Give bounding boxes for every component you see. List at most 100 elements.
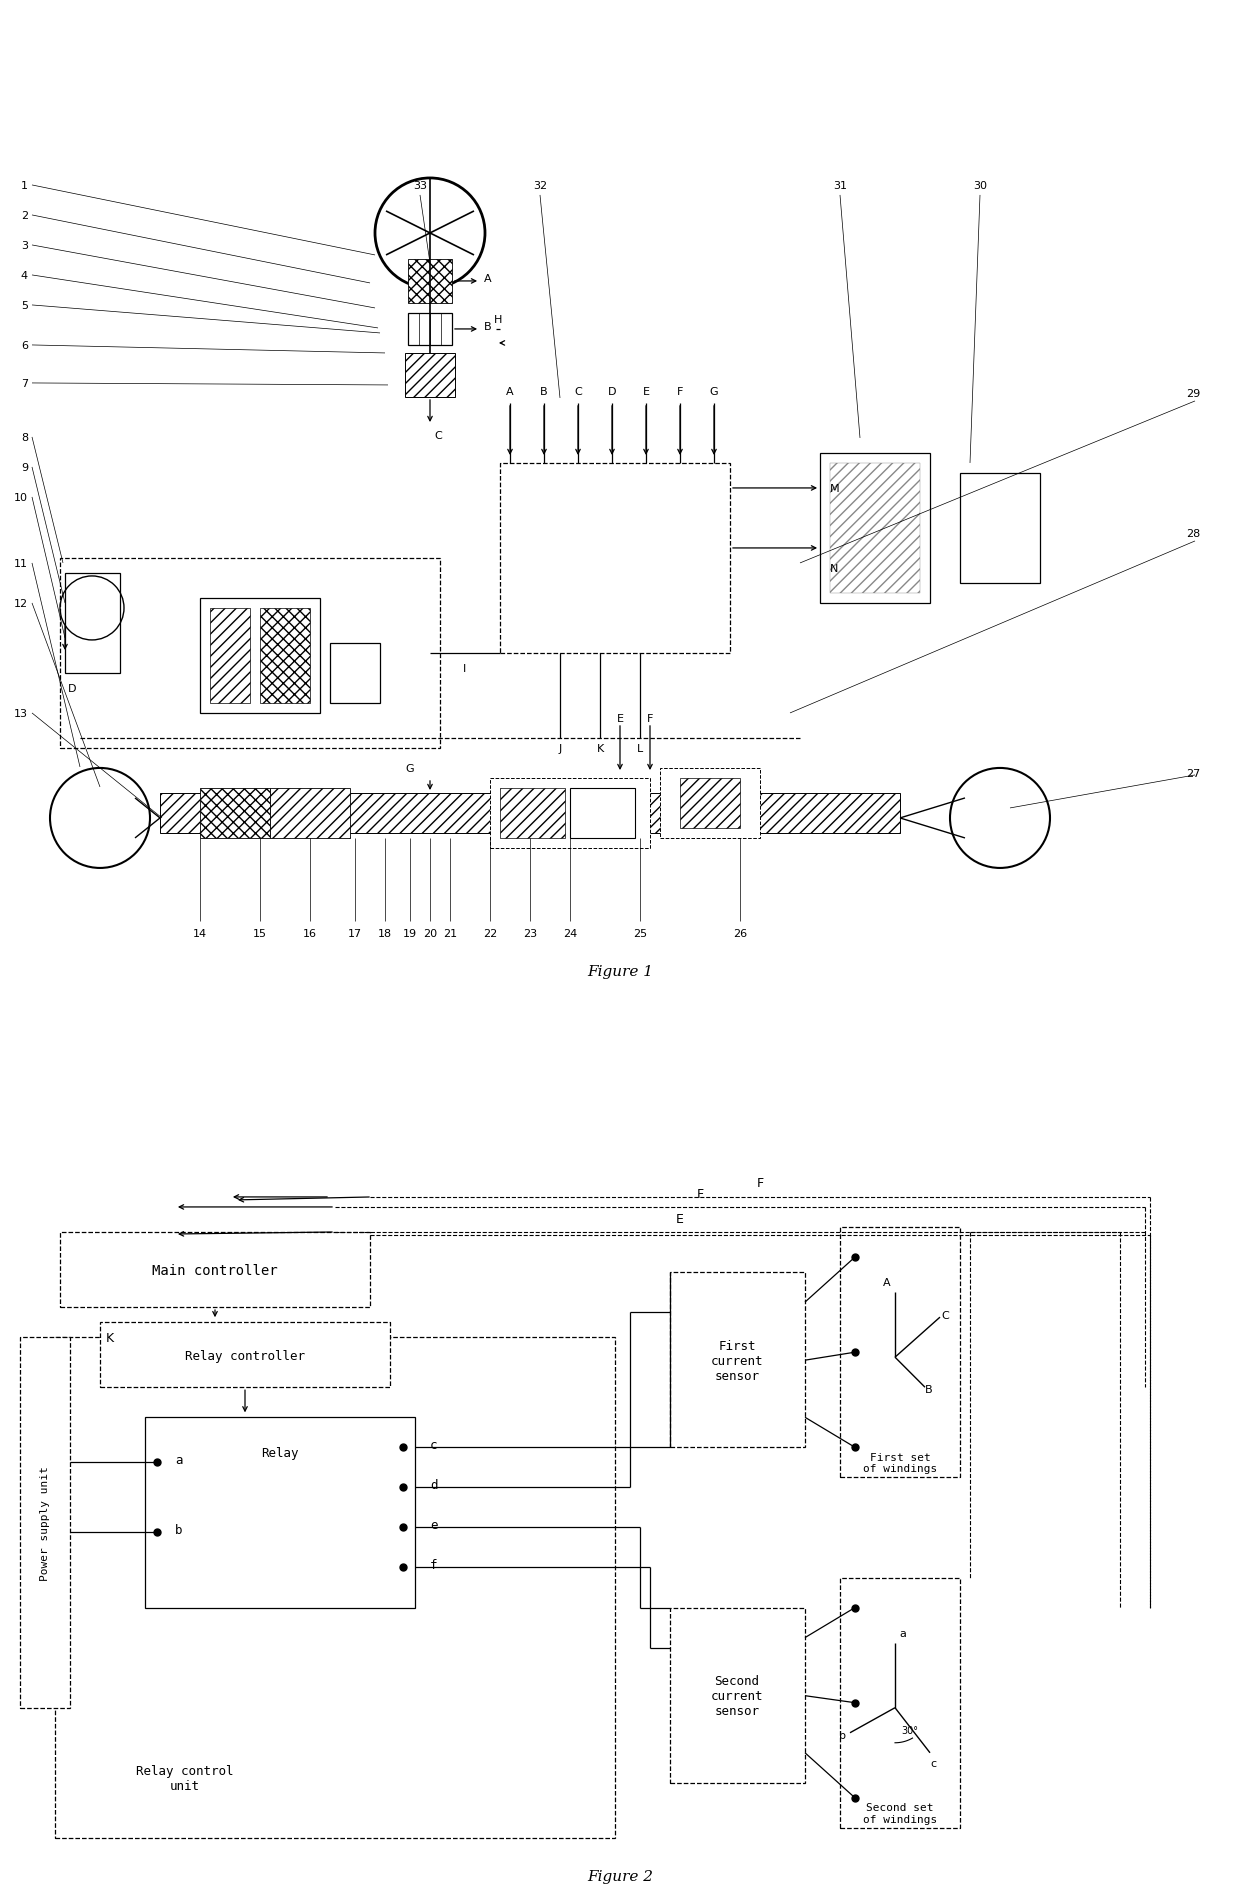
Bar <box>260 609 310 704</box>
Text: L: L <box>637 744 644 754</box>
Bar <box>408 260 453 304</box>
Text: Relay control
unit: Relay control unit <box>136 1763 234 1792</box>
Text: Figure 2: Figure 2 <box>587 1870 653 1883</box>
Text: a: a <box>899 1628 906 1638</box>
Text: 13: 13 <box>14 708 29 719</box>
Text: 20: 20 <box>423 928 436 938</box>
Bar <box>839 1577 960 1828</box>
Bar <box>55 1338 615 1837</box>
Text: D: D <box>68 683 76 693</box>
Text: B: B <box>541 387 548 397</box>
Text: 30°: 30° <box>901 1725 919 1735</box>
Text: F: F <box>697 1188 703 1201</box>
Text: J: J <box>558 744 562 754</box>
Text: 9: 9 <box>21 463 29 473</box>
Text: F: F <box>647 714 653 723</box>
Text: M: M <box>830 484 839 493</box>
Bar <box>405 353 455 399</box>
Text: 7: 7 <box>21 380 29 389</box>
Text: 25: 25 <box>632 928 647 938</box>
Text: 24: 24 <box>563 928 577 938</box>
Bar <box>100 1323 391 1387</box>
Text: 32: 32 <box>533 180 547 192</box>
Text: First set
of windings: First set of windings <box>863 1452 937 1473</box>
Bar <box>330 643 379 704</box>
Text: F: F <box>756 1177 764 1190</box>
Text: B: B <box>925 1384 932 1395</box>
Text: a: a <box>175 1454 182 1465</box>
Bar <box>660 769 760 839</box>
Text: 17: 17 <box>348 928 362 938</box>
Text: A: A <box>484 273 492 285</box>
Bar <box>670 1608 805 1782</box>
Text: 26: 26 <box>733 928 746 938</box>
Text: 23: 23 <box>523 928 537 938</box>
Text: 6: 6 <box>21 342 29 351</box>
Bar <box>200 788 270 839</box>
Text: Power supply unit: Power supply unit <box>40 1465 50 1579</box>
Bar <box>60 558 440 748</box>
Bar <box>570 788 635 839</box>
Text: I: I <box>464 664 466 674</box>
Text: C: C <box>574 387 582 397</box>
Bar <box>145 1418 415 1608</box>
Text: 33: 33 <box>413 180 427 192</box>
Text: 15: 15 <box>253 928 267 938</box>
Bar <box>960 474 1040 585</box>
Text: C: C <box>941 1310 949 1321</box>
Text: 3: 3 <box>21 241 29 251</box>
Text: K: K <box>105 1330 114 1344</box>
Bar <box>670 1272 805 1448</box>
Text: 31: 31 <box>833 180 847 192</box>
Text: 5: 5 <box>21 300 29 311</box>
Text: Relay: Relay <box>262 1446 299 1460</box>
Text: E: E <box>642 387 650 397</box>
Text: K: K <box>596 744 604 754</box>
Text: E: E <box>616 714 624 723</box>
Text: 22: 22 <box>482 928 497 938</box>
Text: b: b <box>175 1522 182 1535</box>
Text: Relay controller: Relay controller <box>185 1349 305 1363</box>
Text: Figure 1: Figure 1 <box>587 964 653 979</box>
Text: H: H <box>494 315 502 325</box>
Text: Second set
of windings: Second set of windings <box>863 1801 937 1824</box>
Text: Main controller: Main controller <box>153 1264 278 1277</box>
Bar <box>64 573 120 674</box>
Text: 30: 30 <box>973 180 987 192</box>
Text: G: G <box>405 763 414 774</box>
Text: 28: 28 <box>1185 530 1200 539</box>
Bar <box>210 609 250 704</box>
Text: F: F <box>677 387 683 397</box>
Text: Second
current
sensor: Second current sensor <box>711 1674 764 1718</box>
Bar <box>408 313 453 345</box>
Bar <box>270 788 350 839</box>
Text: N: N <box>830 564 838 573</box>
Text: d: d <box>430 1479 438 1492</box>
Text: 1: 1 <box>21 180 29 192</box>
Text: C: C <box>434 431 441 440</box>
Text: A: A <box>506 387 513 397</box>
Bar <box>820 454 930 604</box>
Text: c: c <box>430 1439 438 1452</box>
Text: 16: 16 <box>303 928 317 938</box>
Text: D: D <box>608 387 616 397</box>
Text: 29: 29 <box>1185 389 1200 399</box>
Text: 4: 4 <box>21 271 29 281</box>
Text: 10: 10 <box>14 493 29 503</box>
Text: E: E <box>676 1213 684 1226</box>
Text: b: b <box>839 1729 847 1740</box>
Text: A: A <box>883 1277 890 1287</box>
Bar <box>160 793 900 833</box>
Bar <box>839 1228 960 1477</box>
Bar <box>200 598 320 714</box>
Text: 8: 8 <box>21 433 29 442</box>
Text: First
current
sensor: First current sensor <box>711 1338 764 1382</box>
Text: e: e <box>430 1518 438 1532</box>
Text: B: B <box>484 323 492 332</box>
Bar <box>60 1232 370 1308</box>
Text: 14: 14 <box>193 928 207 938</box>
Bar <box>500 463 730 653</box>
Bar <box>680 778 740 829</box>
Text: 27: 27 <box>1185 769 1200 778</box>
Text: 19: 19 <box>403 928 417 938</box>
